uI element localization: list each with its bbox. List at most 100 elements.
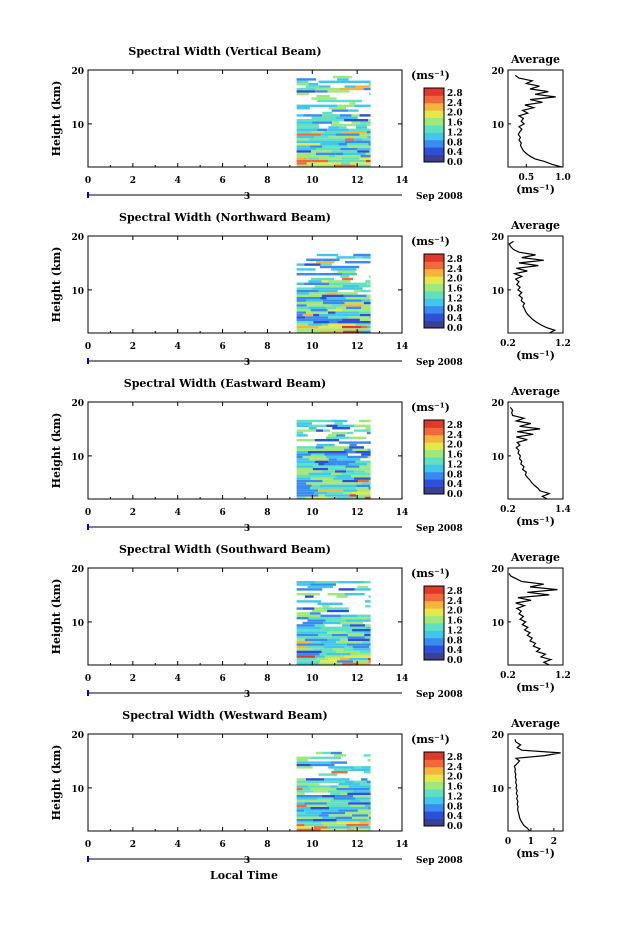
x-tick-label: 14 [396, 840, 409, 850]
heatmap-cell [296, 662, 319, 665]
heatmap-cell [349, 624, 366, 627]
heatmap-cell [332, 648, 344, 651]
heatmap-cell [296, 780, 307, 783]
heatmap-cell [296, 807, 311, 810]
heatmap-cell [311, 609, 328, 613]
heatmap-cell [345, 138, 354, 141]
heatmap-cell [311, 453, 325, 456]
heatmap-cell [327, 826, 351, 829]
heatmap-cell [296, 123, 319, 127]
heatmap-cell [296, 785, 309, 788]
heatmap-cell [352, 448, 368, 451]
heatmap-cell [368, 657, 371, 661]
date-label: Sep 2008 [416, 358, 463, 368]
heatmap-cell [310, 756, 326, 759]
heatmap-cell [311, 150, 332, 153]
heatmap-cell [354, 477, 371, 480]
heatmap-cell [315, 87, 340, 91]
heatmap-cell [349, 494, 357, 497]
heatmap-cell [306, 780, 327, 783]
heatmap-cell [312, 104, 338, 107]
heatmap-cell [348, 316, 370, 319]
heatmap-cell [321, 795, 335, 798]
heatmap-cell [306, 304, 332, 307]
colorbar-tick-label: 0.8 [447, 636, 463, 646]
heatmap-cell [324, 463, 337, 466]
heatmap-cell [296, 458, 310, 461]
heatmap-cell [346, 470, 355, 473]
heatmap-cell [324, 131, 343, 134]
heatmap-cell [296, 301, 311, 305]
heatmap-cell [296, 763, 311, 767]
heatmap-cell [296, 140, 322, 143]
heatmap-cell [296, 799, 319, 803]
heatmap-cell [319, 265, 338, 269]
heatmap-cell [296, 422, 312, 425]
heatmap-cell [351, 121, 360, 124]
heatmap-cell [296, 631, 322, 634]
heatmap-cell [311, 484, 320, 487]
heatmap-cell [330, 761, 348, 764]
heatmap-cell [349, 657, 368, 661]
heatmap-cell [340, 147, 358, 151]
heatmap-cell [357, 614, 371, 617]
colorbar-segment [424, 652, 444, 661]
heatmap-cell [364, 636, 371, 639]
heatmap-cell [296, 155, 313, 158]
heatmap-cell [346, 828, 355, 831]
colorbar-tick-label: 2.0 [447, 441, 463, 451]
heatmap-cell [366, 123, 371, 127]
colorbar-segment [424, 486, 444, 495]
heatmap-cell [318, 489, 343, 492]
heatmap-cell [315, 90, 328, 93]
heatmap-cell [363, 301, 371, 305]
heatmap-cell [296, 104, 312, 107]
average-profile-line [514, 74, 562, 168]
heatmap-cell [340, 792, 348, 795]
heatmap-cell [323, 645, 345, 649]
heatmap-cell [355, 323, 368, 326]
heatmap-cell [345, 159, 366, 163]
heatmap-cell [346, 631, 364, 634]
heatmap-cell [317, 797, 334, 800]
x-tick-label: 6 [219, 674, 225, 684]
heatmap-cell [296, 477, 311, 480]
heatmap-cell [344, 119, 369, 122]
heatmap-cell [316, 448, 323, 451]
heatmap-cell [368, 119, 371, 122]
heatmap-cell [296, 78, 317, 81]
heatmap-cell [296, 802, 305, 805]
heatmap-cell [338, 80, 363, 83]
heatmap-cell [355, 164, 371, 167]
heatmap-cell [344, 85, 356, 88]
colorbar-segment [424, 479, 444, 487]
heatmap-cell [336, 313, 360, 317]
heatmap-cell [369, 467, 371, 471]
x-tick-label: 0 [85, 674, 91, 684]
x-tick-label: 10 [306, 508, 319, 518]
heatmap-cell [296, 126, 320, 129]
heatmap-cell [296, 655, 316, 658]
heatmap-cell [328, 316, 349, 319]
avg-y-tick-label: 20 [491, 731, 504, 741]
colorbar-tick-label: 0.0 [447, 490, 463, 500]
heatmap-cell [365, 626, 371, 629]
heatmap-cell [296, 150, 312, 153]
heatmap-cell [296, 330, 320, 333]
colorbar-tick-label: 0.0 [447, 822, 463, 832]
heatmap-cell [327, 631, 347, 634]
heatmap-cell [322, 605, 330, 608]
heatmap-cell [322, 114, 340, 117]
heatmap-cell [306, 482, 322, 485]
heatmap-cell [296, 648, 313, 651]
heatmap-cell [296, 133, 322, 136]
heatmap-cell [296, 323, 309, 326]
heatmap-cell [363, 304, 371, 307]
heatmap-cell [296, 482, 307, 485]
heatmap-cell [296, 494, 319, 497]
heatmap-cell [326, 780, 345, 783]
heatmap-cell [312, 287, 332, 290]
heatmap-cell [362, 617, 370, 620]
heatmap-cell [296, 128, 318, 131]
colorbar-unit: (ms⁻¹) [411, 69, 450, 82]
